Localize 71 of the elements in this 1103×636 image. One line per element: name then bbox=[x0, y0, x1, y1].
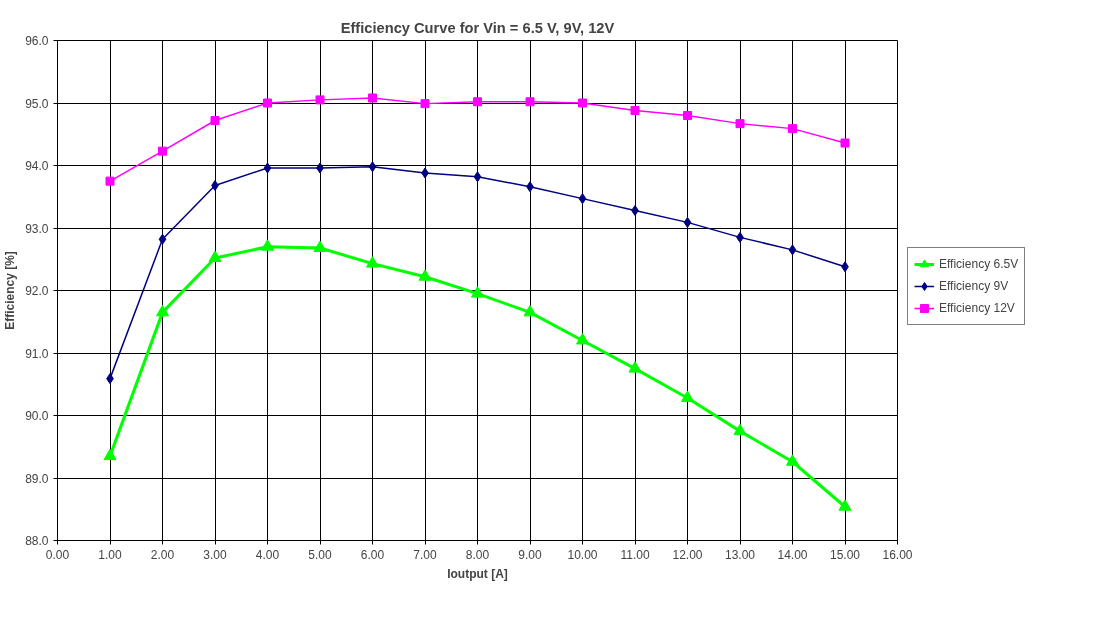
x-tick-label: 6.00 bbox=[360, 547, 385, 562]
x-tick-label: 10.00 bbox=[567, 547, 598, 562]
point bbox=[523, 304, 537, 317]
x-tick-label: 16.00 bbox=[882, 547, 913, 562]
point bbox=[683, 111, 692, 120]
point bbox=[156, 304, 169, 317]
y-tick-label: 96.0 bbox=[25, 34, 49, 48]
legend-label: Efficiency 9V bbox=[939, 279, 1009, 293]
point bbox=[733, 423, 747, 436]
y-tick-label: 93.0 bbox=[25, 221, 49, 236]
point bbox=[473, 97, 482, 107]
x-tick-label: 13.00 bbox=[724, 547, 756, 562]
point bbox=[683, 216, 692, 228]
x-axis-title: Ioutput [A] bbox=[447, 566, 508, 581]
point bbox=[471, 286, 484, 298]
x-tick-label: 0.00 bbox=[45, 547, 70, 562]
point bbox=[840, 138, 850, 148]
point bbox=[158, 233, 167, 245]
x-tick-label: 15.00 bbox=[829, 547, 861, 562]
point bbox=[158, 146, 167, 156]
point bbox=[263, 98, 272, 108]
point bbox=[576, 333, 589, 345]
point bbox=[630, 106, 640, 115]
point bbox=[368, 161, 377, 173]
point bbox=[103, 448, 117, 461]
point bbox=[735, 119, 745, 129]
point bbox=[578, 193, 587, 205]
point bbox=[211, 180, 219, 191]
y-tick-label: 94.0 bbox=[25, 159, 49, 173]
point bbox=[473, 171, 482, 183]
y-tick-label: 89.0 bbox=[25, 471, 49, 486]
x-tick-label: 8.00 bbox=[465, 547, 490, 562]
point bbox=[263, 162, 272, 174]
legend-label: Efficiency 6.5V bbox=[939, 257, 1019, 271]
legend-label: Efficiency 12V bbox=[939, 301, 1015, 315]
x-tick-label: 3.00 bbox=[203, 547, 227, 562]
chart-title: Efficiency Curve for Vin = 6.5 V, 9V, 12V bbox=[340, 19, 615, 36]
point bbox=[210, 116, 220, 125]
point bbox=[368, 93, 377, 103]
point bbox=[838, 499, 852, 511]
y-tick-label: 90.0 bbox=[25, 409, 49, 423]
point bbox=[786, 454, 799, 466]
point bbox=[418, 269, 432, 281]
point bbox=[681, 390, 694, 402]
point bbox=[420, 99, 430, 109]
x-tick-label: 1.00 bbox=[98, 547, 122, 562]
point bbox=[366, 256, 379, 268]
x-tick-label: 7.00 bbox=[413, 547, 437, 562]
x-tick-label: 12.00 bbox=[672, 547, 703, 562]
y-tick-label: 95.0 bbox=[25, 96, 49, 111]
x-tick-label: 4.00 bbox=[255, 547, 280, 562]
point bbox=[105, 176, 115, 186]
x-tick-label: 2.00 bbox=[150, 547, 175, 562]
y-tick-label: 91.0 bbox=[25, 346, 49, 361]
x-tick-label: 11.00 bbox=[620, 547, 650, 562]
point bbox=[578, 98, 587, 108]
x-tick-label: 5.00 bbox=[308, 547, 332, 562]
x-tick-label: 9.00 bbox=[518, 547, 542, 562]
x-tick-label: 14.00 bbox=[777, 547, 808, 562]
point bbox=[788, 124, 797, 134]
point bbox=[788, 244, 797, 256]
point bbox=[261, 239, 274, 251]
point bbox=[631, 205, 639, 216]
point bbox=[525, 97, 535, 107]
y-tick-label: 92.0 bbox=[25, 284, 49, 298]
y-tick-label: 88.0 bbox=[25, 534, 49, 548]
point bbox=[315, 95, 325, 105]
point bbox=[313, 240, 327, 252]
point bbox=[628, 361, 642, 373]
point bbox=[208, 250, 222, 262]
y-axis-title: Efficiency [%] bbox=[3, 251, 18, 330]
